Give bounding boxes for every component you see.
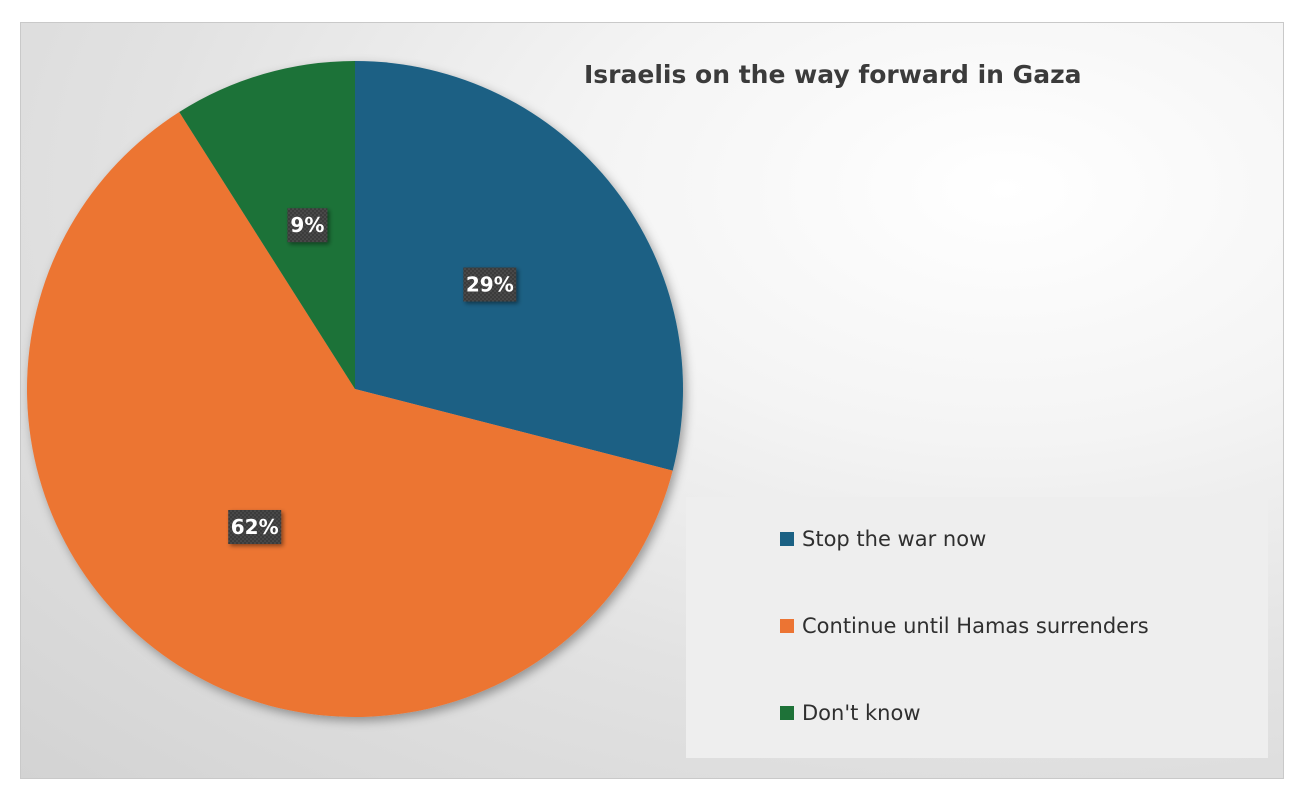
legend-label: Continue until Hamas surrenders [802, 614, 1149, 638]
pie-slice-continue-until-hamas-surrenders [27, 112, 673, 717]
legend-swatch [780, 706, 794, 720]
legend-label: Don't know [802, 701, 921, 725]
data-label-don-t-know: 9% [287, 208, 328, 243]
pie-slice-don-t-know [179, 61, 355, 389]
legend-label: Stop the war now [802, 527, 987, 551]
data-label-continue-until-hamas-surrenders: 62% [228, 510, 282, 544]
pie-slice-stop-the-war-now [355, 61, 684, 471]
data-label-stop-the-war-now: 29% [463, 267, 517, 302]
legend-item-continue-until-hamas-surrenders: Continue until Hamas surrenders [780, 613, 1149, 639]
legend-swatch [780, 532, 794, 546]
chart-title: Israelis on the way forward in Gaza [584, 60, 1082, 89]
legend-swatch [780, 619, 794, 633]
svg-text:62%: 62% [231, 515, 279, 539]
legend: Stop the war now Continue until Hamas su… [686, 497, 1268, 758]
svg-text:29%: 29% [466, 273, 514, 297]
legend-item-dont-know: Don't know [780, 700, 921, 726]
svg-text:9%: 9% [290, 213, 324, 237]
legend-item-stop-the-war-now: Stop the war now [780, 526, 986, 552]
